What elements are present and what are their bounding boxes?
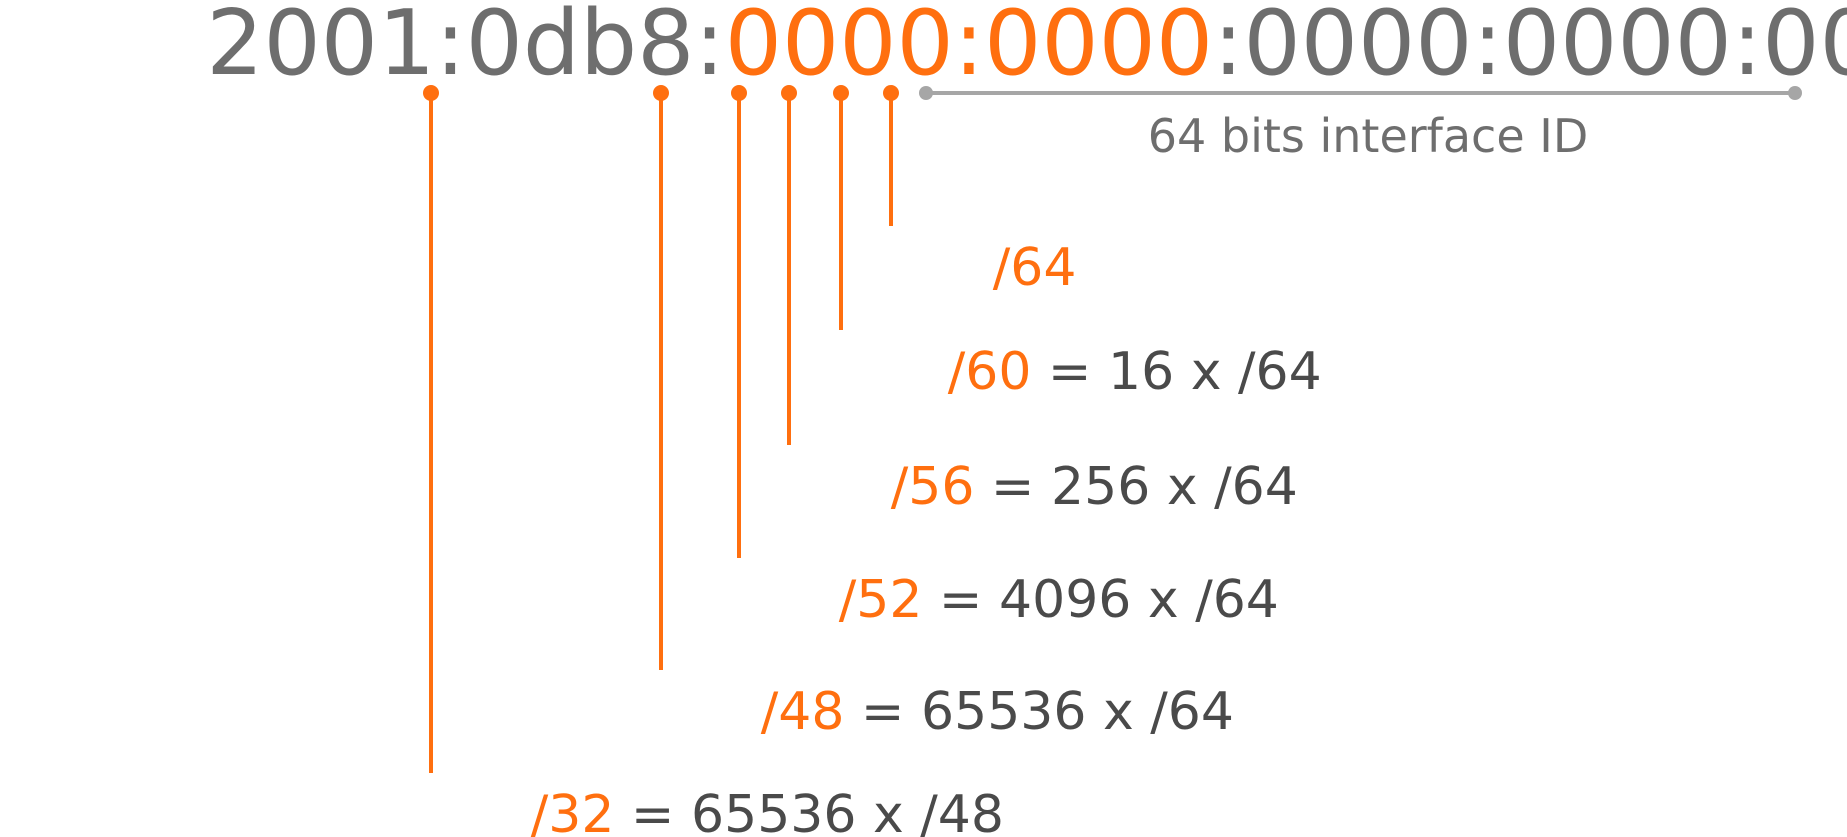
address-interface-id: :0000:0000:0000:0000 (1213, 0, 1847, 96)
prefix-label-48: /48 = 65536 x /64 (645, 682, 1317, 742)
prefix-equation: = 65536 x /48 (614, 785, 1004, 837)
address-subnet-bits: 0000:0000 (725, 0, 1213, 96)
prefix-marker-48 (653, 85, 669, 670)
prefix-label-52: /52 = 4096 x /64 (723, 570, 1362, 630)
prefix-value: /48 (761, 682, 845, 742)
interface-id-bracket (919, 86, 1802, 100)
prefix-marker-52 (731, 85, 747, 558)
prefix-equation: = 16 x /64 (1031, 342, 1321, 402)
prefix-value: /56 (891, 457, 975, 517)
marker-dot (423, 85, 439, 101)
bracket-start-dot (919, 86, 933, 100)
prefix-label-56: /56 = 256 x /64 (775, 457, 1380, 517)
prefix-equation: = 256 x /64 (974, 457, 1297, 517)
prefix-label-64: /64 (877, 238, 1159, 298)
prefix-equation: = 4096 x /64 (922, 570, 1278, 630)
prefix-value: /60 (948, 342, 1032, 402)
bracket-end-dot (1788, 86, 1802, 100)
prefix-value: /52 (839, 570, 923, 630)
prefix-marker-64 (883, 85, 899, 226)
prefix-label-60: /60 = 16 x /64 (832, 342, 1404, 402)
marker-dot (833, 85, 849, 101)
prefix-equation: = 65536 x /64 (844, 682, 1234, 742)
marker-dot (653, 85, 669, 101)
prefix-marker-32 (423, 85, 439, 773)
prefix-marker-56 (781, 85, 797, 445)
marker-dot (731, 85, 747, 101)
interface-id-label: 64 bits interface ID (1148, 109, 1589, 163)
prefix-value: /64 (993, 238, 1077, 298)
prefix-marker-60 (833, 85, 849, 330)
prefix-value: /32 (531, 785, 615, 837)
marker-dot (883, 85, 899, 101)
address-network-prefix: 2001:0db8: (206, 0, 724, 96)
prefix-label-32: /32 = 65536 x /48 (415, 785, 1087, 837)
ipv6-address: 2001:0db8:0000:0000:0000:0000:0000:0000 (6, 0, 1847, 96)
marker-dot (781, 85, 797, 101)
